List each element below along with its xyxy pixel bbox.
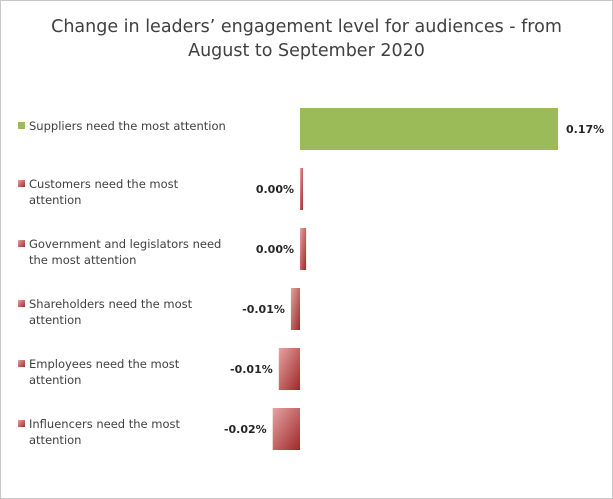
- category-label-3-1: attention: [29, 313, 81, 327]
- legend-icon-3: [18, 300, 25, 307]
- category-label-1-0: Customers need the most: [29, 177, 179, 191]
- chart-title: Change in leaders’ engagement level for …: [1, 15, 612, 63]
- category-label-1-1: attention: [29, 193, 81, 207]
- category-label-4-1: attention: [29, 373, 81, 387]
- category-label-5-0: Influencers need the most: [29, 417, 181, 431]
- legend-icon-5: [18, 420, 25, 427]
- bar-4: [278, 348, 300, 390]
- chart-title-line-2: August to September 2020: [188, 41, 425, 61]
- category-label-3-0: Shareholders need the most: [29, 297, 193, 311]
- legend-icon-0: [18, 122, 25, 129]
- value-label-2: 0.00%: [256, 243, 294, 256]
- chart-title-line-1: Change in leaders’ engagement level for …: [51, 17, 562, 37]
- legend-icon-4: [18, 360, 25, 367]
- bar-0: [300, 108, 558, 150]
- value-label-5: -0.02%: [224, 423, 267, 436]
- category-label-0-0: Suppliers need the most attention: [29, 119, 226, 133]
- bar-3: [290, 288, 300, 330]
- bar-2: [300, 228, 307, 270]
- bar-1: [300, 168, 303, 210]
- value-label-3: -0.01%: [242, 303, 285, 316]
- value-label-1: 0.00%: [256, 183, 294, 196]
- category-label-2-1: the most attention: [29, 253, 136, 267]
- legend-icon-1: [18, 180, 25, 187]
- legend-icon-2: [18, 240, 25, 247]
- category-label-4-0: Employees need the most: [29, 357, 180, 371]
- value-label-0: 0.17%: [566, 123, 604, 136]
- value-label-4: -0.01%: [230, 363, 273, 376]
- category-label-2-0: Government and legislators need: [29, 237, 221, 251]
- category-label-5-1: attention: [29, 433, 81, 447]
- bar-5: [272, 408, 300, 450]
